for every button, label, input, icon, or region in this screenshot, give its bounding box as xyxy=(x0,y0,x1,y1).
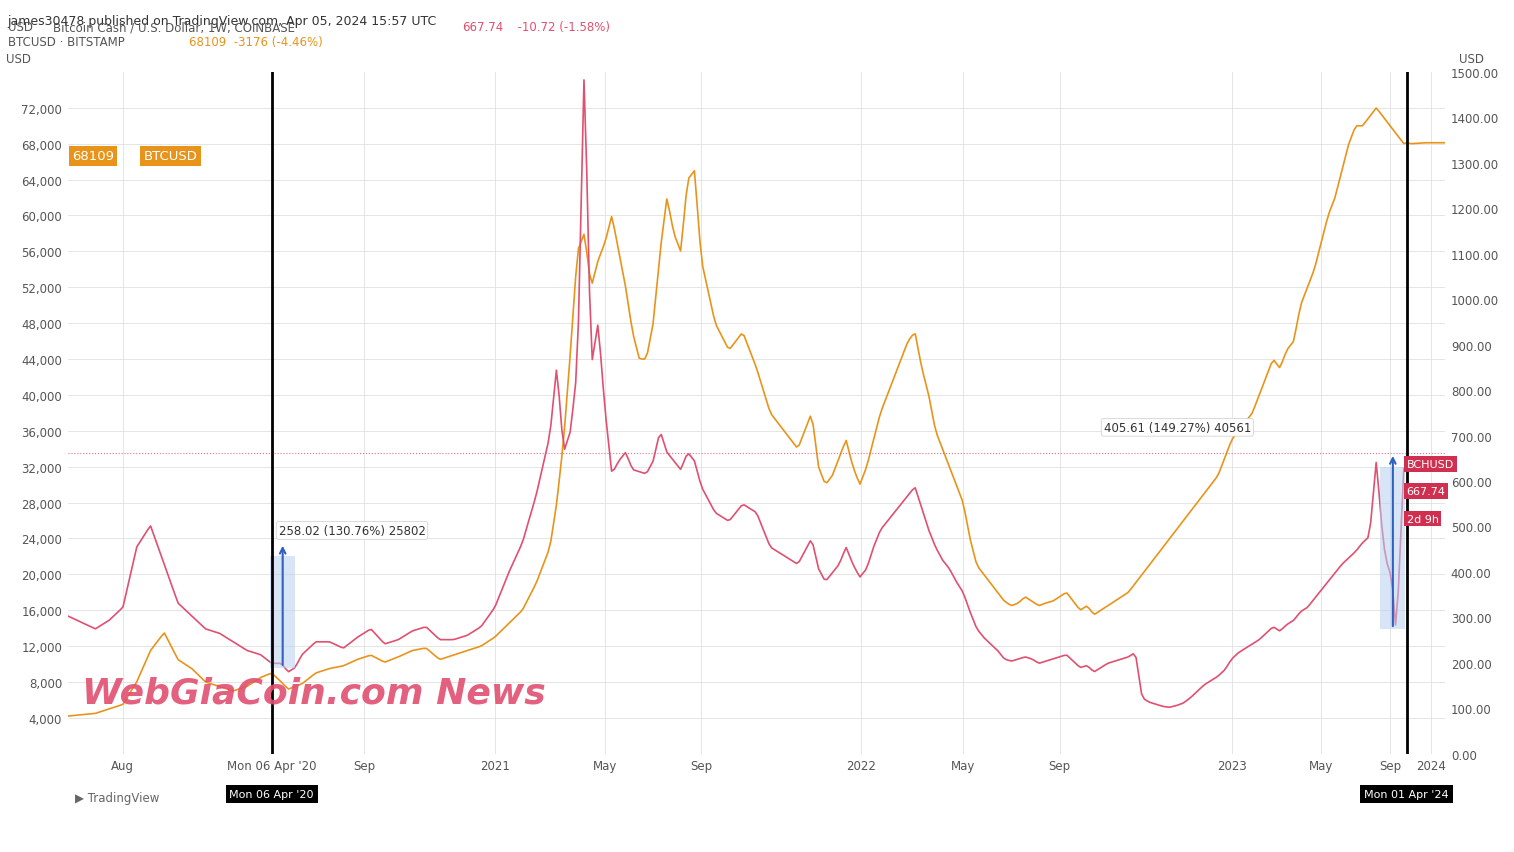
Text: Mon 06 Apr '20: Mon 06 Apr '20 xyxy=(230,789,313,799)
Text: USD: USD xyxy=(8,21,33,34)
Text: Mon 01 Apr '24: Mon 01 Apr '24 xyxy=(1364,789,1449,799)
Text: BTCUSD · BITSTAMP: BTCUSD · BITSTAMP xyxy=(8,36,129,49)
Text: james30478 published on TradingView.com, Apr 05, 2024 15:57 UTC: james30478 published on TradingView.com,… xyxy=(8,15,438,28)
Text: 68109  -3176 (-4.46%): 68109 -3176 (-4.46%) xyxy=(189,36,322,49)
Bar xyxy=(1381,467,1405,629)
Text: BTCUSD: BTCUSD xyxy=(144,150,197,163)
Bar xyxy=(271,556,295,668)
Text: BCHUSD: BCHUSD xyxy=(1407,459,1453,469)
Text: Bitcoin Cash / U.S. Dollar, 1W, COINBASE: Bitcoin Cash / U.S. Dollar, 1W, COINBASE xyxy=(53,21,298,34)
Text: '20: '20 xyxy=(297,785,315,797)
Text: USD: USD xyxy=(1459,53,1484,66)
Text: 405.61 (149.27%) 40561: 405.61 (149.27%) 40561 xyxy=(1104,421,1251,435)
Text: USD: USD xyxy=(6,53,30,66)
Text: 667.74: 667.74 xyxy=(1407,486,1446,497)
Text: 258.02 (130.76%) 25802: 258.02 (130.76%) 25802 xyxy=(279,524,425,538)
Text: WebGiaCoin.com News: WebGiaCoin.com News xyxy=(82,676,545,710)
Text: 2d 9h: 2d 9h xyxy=(1407,514,1438,524)
Text: 68109: 68109 xyxy=(73,150,114,163)
Text: ▶ TradingView: ▶ TradingView xyxy=(74,792,159,804)
Text: 667.74: 667.74 xyxy=(462,21,503,34)
Text: -10.72 (-1.58%): -10.72 (-1.58%) xyxy=(510,21,610,34)
